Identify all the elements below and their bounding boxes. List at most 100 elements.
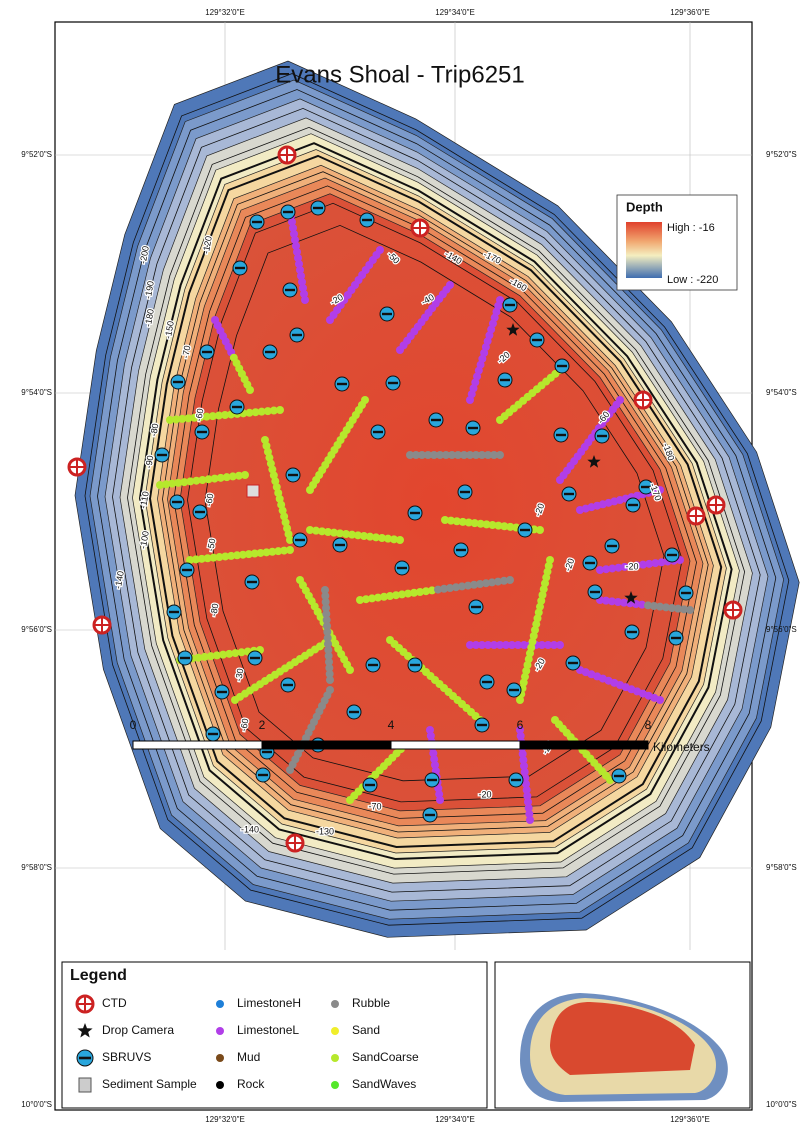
sbruvs-icon-bar: [349, 711, 359, 713]
sbruvs-icon-bar: [431, 419, 441, 421]
sbruvs-icon-bar: [471, 606, 481, 608]
scale-label: 6: [517, 718, 524, 732]
contour-label: -20: [625, 561, 638, 571]
sediment-symbol: [79, 1078, 91, 1092]
substrate-symbol: [216, 1000, 224, 1008]
sediment-icon: [247, 485, 259, 497]
map-title: Evans Shoal - Trip6251: [275, 61, 524, 88]
longitude-label-top: 129°34'0"E: [435, 8, 475, 17]
sbruvs-icon-bar: [427, 779, 437, 781]
longitude-label-top: 129°36'0"E: [670, 8, 710, 17]
sbruvs-icon-bar: [288, 474, 298, 476]
contour-label: -140: [241, 824, 259, 834]
sbruvs-icon-bar: [505, 304, 515, 306]
legend-item-label: Sediment Sample: [102, 1077, 197, 1091]
sbruvs-icon-bar: [532, 339, 542, 341]
scale-label: 2: [259, 718, 266, 732]
sbruvs-icon-bar: [258, 774, 268, 776]
longitude-label-bottom: 129°32'0"E: [205, 1115, 245, 1124]
sbruvs-symbol-bar: [79, 1057, 91, 1060]
map-figure: 129°32'0"E 129°32'0"E 129°34'0"E 129°34'0"E…: [0, 0, 802, 1131]
sbruvs-icon-bar: [456, 549, 466, 551]
legend-item-label: Sand: [352, 1023, 380, 1037]
sbruvs-icon-bar: [173, 381, 183, 383]
sbruvs-icon-bar: [681, 592, 691, 594]
sbruvs-icon-bar: [295, 539, 305, 541]
survey-point: [516, 696, 524, 704]
survey-point: [246, 386, 254, 394]
longitude-label-bottom: 129°34'0"E: [435, 1115, 475, 1124]
latitude-label-left: 10°0'0"S: [21, 1100, 52, 1109]
survey-point: [326, 316, 334, 324]
sbruvs-icon-bar: [671, 637, 681, 639]
sbruvs-icon-bar: [252, 221, 262, 223]
sbruvs-icon-bar: [557, 365, 567, 367]
sbruvs-icon-bar: [667, 554, 677, 556]
legend-item-label: Drop Camera: [102, 1023, 174, 1037]
sbruvs-icon-bar: [265, 351, 275, 353]
depth-legend-title: Depth: [626, 199, 663, 214]
sbruvs-icon-bar: [283, 211, 293, 213]
sbruvs-icon-bar: [590, 591, 600, 593]
survey-point: [556, 476, 564, 484]
legend-title: Legend: [70, 967, 127, 984]
substrate-symbol: [331, 1027, 339, 1035]
sbruvs-icon-bar: [285, 289, 295, 291]
survey-point: [306, 486, 314, 494]
substrate-symbol: [216, 1027, 224, 1035]
sbruvs-icon-bar: [482, 681, 492, 683]
sbruvs-icon-bar: [362, 219, 372, 221]
sbruvs-icon-bar: [614, 775, 624, 777]
sbruvs-icon-bar: [511, 779, 521, 781]
substrate-symbol: [216, 1081, 224, 1089]
sbruvs-icon-bar: [250, 657, 260, 659]
sbruvs-icon-bar: [313, 207, 323, 209]
substrate-symbol: [331, 1081, 339, 1089]
sbruvs-icon-bar: [568, 662, 578, 664]
survey-point: [506, 576, 514, 584]
sbruvs-icon-bar: [397, 567, 407, 569]
sbruvs-icon-bar: [373, 431, 383, 433]
depth-ramp: [626, 222, 662, 278]
longitude-label-bottom: 129°36'0"E: [670, 1115, 710, 1124]
sbruvs-icon-bar: [410, 664, 420, 666]
latitude-label-left: 9°58'0"S: [21, 863, 52, 872]
latitude-label-right: 9°54'0"S: [766, 388, 797, 397]
sbruvs-icon-bar: [195, 511, 205, 513]
scale-bar: [133, 741, 648, 749]
sbruvs-icon-bar: [365, 784, 375, 786]
survey-point: [396, 536, 404, 544]
substrate-symbol: [216, 1054, 224, 1062]
sbruvs-icon-bar: [172, 501, 182, 503]
sbruvs-icon-bar: [500, 379, 510, 381]
scale-label: 8: [645, 718, 652, 732]
sbruvs-icon-bar: [235, 267, 245, 269]
survey-point: [346, 666, 354, 674]
sbruvs-icon-bar: [208, 733, 218, 735]
substrate-symbol: [331, 1054, 339, 1062]
latitude-label-left: 9°52'0"S: [21, 150, 52, 159]
survey-point: [286, 766, 294, 774]
sbruvs-icon-bar: [607, 545, 617, 547]
sbruvs-icon-bar: [597, 435, 607, 437]
latitude-label-right: 9°52'0"S: [766, 150, 797, 159]
sbruvs-icon-bar: [157, 454, 167, 456]
depth-low: Low : -220: [667, 274, 718, 286]
sbruvs-icon-bar: [262, 751, 272, 753]
survey-point: [656, 696, 664, 704]
sbruvs-icon-bar: [628, 504, 638, 506]
sbruvs-icon-bar: [460, 491, 470, 493]
latitude-label-right: 9°58'0"S: [766, 863, 797, 872]
survey-point: [526, 816, 534, 824]
survey-point: [466, 396, 474, 404]
sbruvs-icon-bar: [425, 814, 435, 816]
sbruvs-icon-bar: [202, 351, 212, 353]
latitude-label-left: 9°54'0"S: [21, 388, 52, 397]
sbruvs-icon-bar: [627, 631, 637, 633]
survey-point: [346, 796, 354, 804]
longitude-label-top: 129°32'0"E: [205, 8, 245, 17]
legend-item-label: LimestoneL: [237, 1023, 299, 1037]
sbruvs-icon-bar: [182, 569, 192, 571]
sbruvs-icon-bar: [509, 689, 519, 691]
legend-item-label: CTD: [102, 996, 127, 1010]
